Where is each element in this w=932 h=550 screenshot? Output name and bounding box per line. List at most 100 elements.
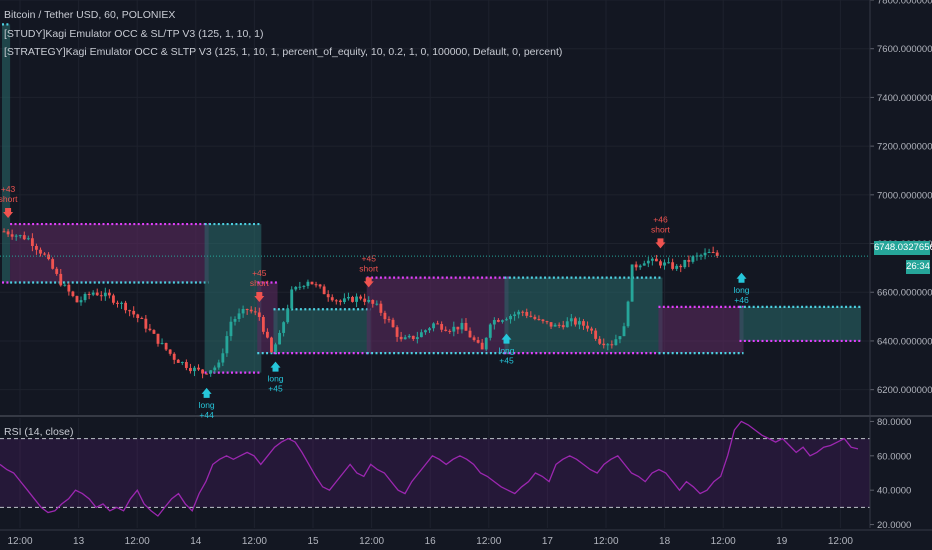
candle[interactable] (116, 300, 119, 308)
candle[interactable] (533, 314, 537, 321)
candle[interactable] (63, 282, 67, 287)
candle[interactable] (367, 296, 371, 304)
candle[interactable] (683, 259, 687, 269)
candle[interactable] (659, 259, 662, 269)
candle[interactable] (484, 337, 488, 352)
candle[interactable] (144, 314, 148, 333)
candle[interactable] (395, 325, 399, 342)
candle[interactable] (55, 266, 59, 276)
candle[interactable] (375, 300, 379, 306)
candle[interactable] (274, 342, 277, 353)
candle[interactable] (172, 352, 176, 365)
symbol-legend[interactable]: Bitcoin / Tether USD, 60, POLONIEX (4, 9, 176, 21)
candle[interactable] (444, 326, 448, 332)
candle[interactable] (582, 319, 585, 330)
candle[interactable] (347, 292, 350, 301)
candle[interactable] (411, 335, 415, 341)
candle[interactable] (699, 253, 703, 260)
candle[interactable] (168, 349, 172, 356)
candle[interactable] (189, 363, 192, 374)
candle[interactable] (707, 248, 711, 254)
candle[interactable] (476, 336, 480, 344)
candle[interactable] (201, 369, 204, 379)
candle[interactable] (578, 317, 581, 330)
candle[interactable] (655, 254, 658, 262)
candle[interactable] (6, 229, 10, 238)
candle[interactable] (537, 315, 541, 321)
candle[interactable] (140, 316, 144, 320)
candle[interactable] (602, 338, 606, 349)
candle[interactable] (43, 252, 46, 256)
candle[interactable] (306, 279, 310, 289)
candle[interactable] (415, 331, 419, 344)
candle[interactable] (436, 320, 440, 325)
candle[interactable] (148, 324, 152, 332)
candle[interactable] (424, 329, 427, 335)
candle[interactable] (290, 286, 294, 311)
candle[interactable] (26, 235, 30, 241)
candle[interactable] (286, 304, 290, 324)
candle[interactable] (59, 268, 63, 287)
rsi-pane[interactable] (0, 420, 870, 517)
candle[interactable] (95, 288, 99, 296)
candle[interactable] (472, 335, 476, 342)
candle[interactable] (39, 247, 42, 257)
candle[interactable] (606, 342, 610, 351)
candle[interactable] (687, 255, 691, 268)
candle[interactable] (407, 334, 411, 339)
candle[interactable] (590, 326, 594, 334)
candle[interactable] (513, 311, 517, 321)
candle[interactable] (302, 285, 306, 290)
candle[interactable] (464, 318, 468, 331)
candle[interactable] (573, 316, 577, 327)
candle[interactable] (213, 365, 217, 374)
candle[interactable] (561, 320, 565, 330)
candle[interactable] (432, 322, 435, 332)
candle[interactable] (634, 261, 638, 271)
candle[interactable] (245, 308, 249, 315)
candle[interactable] (359, 294, 363, 301)
candle[interactable] (610, 340, 614, 349)
candle[interactable] (233, 316, 237, 326)
candle[interactable] (338, 299, 342, 306)
candle[interactable] (342, 293, 346, 305)
candle[interactable] (488, 323, 492, 341)
candle[interactable] (205, 373, 209, 375)
candle[interactable] (71, 290, 75, 298)
candle[interactable] (193, 365, 196, 377)
candle[interactable] (2, 228, 6, 233)
candle[interactable] (67, 282, 71, 296)
candle[interactable] (294, 285, 298, 292)
candle[interactable] (419, 329, 423, 338)
strategy-legend[interactable]: [STRATEGY]Kagi Emulator OCC & SLTP V3 (1… (4, 46, 563, 58)
candle[interactable] (541, 318, 545, 324)
candlesticks[interactable] (2, 228, 719, 379)
candle[interactable] (399, 331, 403, 342)
candle[interactable] (152, 329, 156, 335)
candle[interactable] (257, 307, 261, 321)
candle[interactable] (318, 283, 322, 289)
candle[interactable] (428, 326, 431, 334)
candle[interactable] (35, 243, 38, 255)
candle[interactable] (691, 255, 695, 264)
candle[interactable] (322, 284, 326, 295)
candle[interactable] (626, 300, 630, 328)
candle[interactable] (164, 342, 168, 352)
candle[interactable] (310, 281, 314, 285)
candle[interactable] (249, 306, 253, 314)
candle[interactable] (103, 287, 107, 301)
candle[interactable] (456, 326, 460, 334)
candle[interactable] (87, 291, 91, 300)
candle[interactable] (529, 311, 533, 318)
candle[interactable] (545, 320, 549, 325)
candle[interactable] (83, 292, 87, 303)
candle[interactable] (225, 331, 229, 357)
candle[interactable] (120, 301, 123, 310)
candle[interactable] (679, 264, 683, 273)
candle[interactable] (278, 330, 281, 345)
candle[interactable] (379, 300, 383, 316)
candle[interactable] (492, 317, 496, 330)
candle[interactable] (391, 317, 395, 328)
candle[interactable] (525, 308, 529, 319)
candle[interactable] (99, 291, 103, 301)
